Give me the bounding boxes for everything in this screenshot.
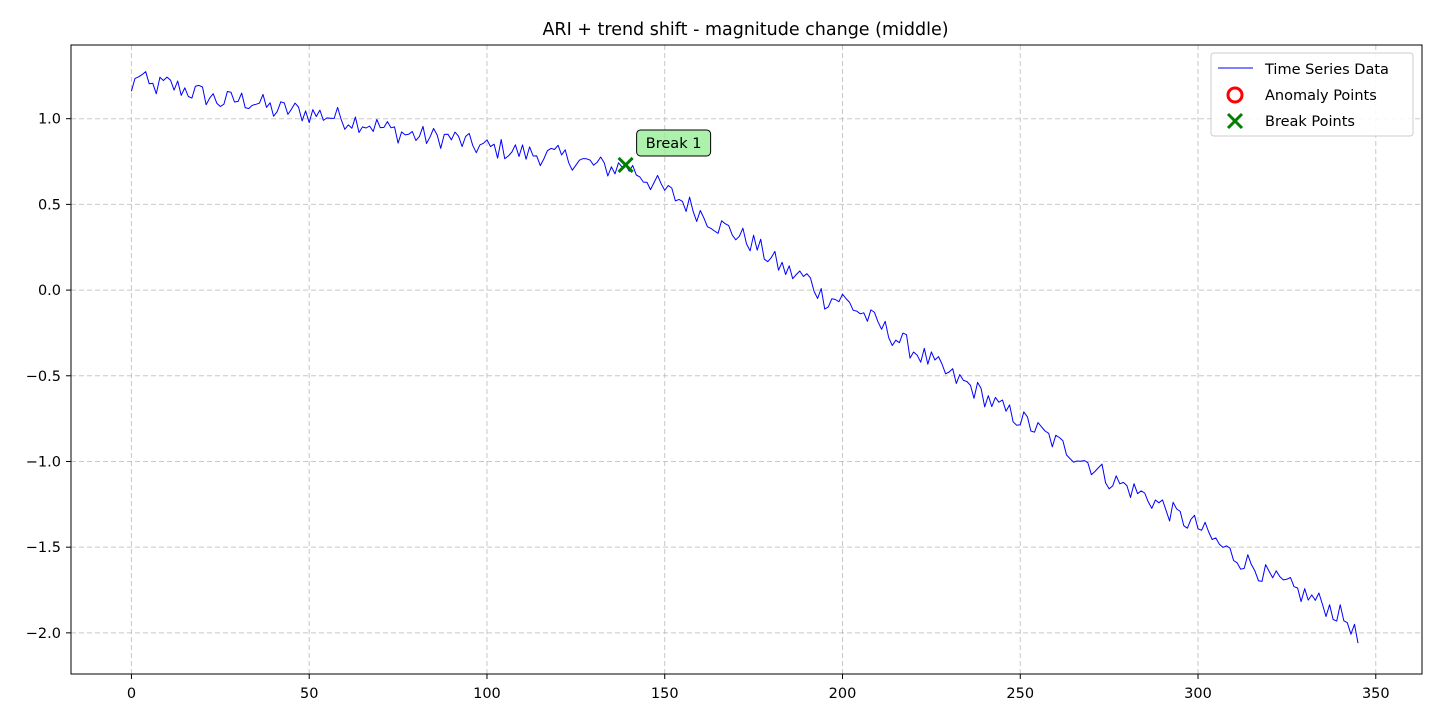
grid: [71, 45, 1422, 674]
legend: Time Series Data Anomaly Points Break Po…: [1210, 52, 1414, 137]
y-tick-label: 1.0: [38, 112, 61, 128]
break-annotation-label: Break 1: [646, 136, 702, 152]
y-tick-label: −2.0: [26, 626, 61, 642]
legend-x-swatch: [1226, 112, 1244, 130]
y-tick-label: −1.0: [26, 454, 61, 470]
marker-layer: Break 1: [617, 129, 712, 174]
series-line: [130, 71, 1359, 644]
x-tick-label: 150: [651, 686, 679, 702]
x-tick-label: 300: [1184, 686, 1212, 702]
x-tick-label: 250: [1006, 686, 1034, 702]
legend-box: [1210, 52, 1414, 137]
x-tick-label: 350: [1362, 686, 1390, 702]
x-tick-label: 200: [829, 686, 857, 702]
break-annotation-box: [636, 129, 712, 157]
x-tick-label: 0: [127, 686, 136, 702]
y-tick-label: −0.5: [26, 369, 61, 385]
x-tick-label: 50: [300, 686, 318, 702]
break-point-marker: [617, 156, 634, 174]
x-tick-label: 100: [473, 686, 501, 702]
plot-frame: [70, 44, 1423, 675]
axes: 0 50 100 150 200 250 300 350 1.0 0.5 0.0 −0.5 −1.0 −1…: [26, 112, 1390, 702]
legend-circle-swatch: [1226, 86, 1244, 104]
y-tick-label: 0.0: [38, 283, 61, 299]
legend-label-break: Break Points: [1265, 114, 1355, 130]
legend-label-anomaly: Anomaly Points: [1265, 88, 1377, 104]
chart-title: ARI + trend shift - magnitude change (mi…: [542, 20, 948, 40]
y-tick-label: −1.5: [26, 540, 61, 556]
legend-label-series: Time Series Data: [1264, 62, 1389, 78]
y-tick-label: 0.5: [38, 197, 61, 213]
series-layer: [130, 71, 1359, 644]
